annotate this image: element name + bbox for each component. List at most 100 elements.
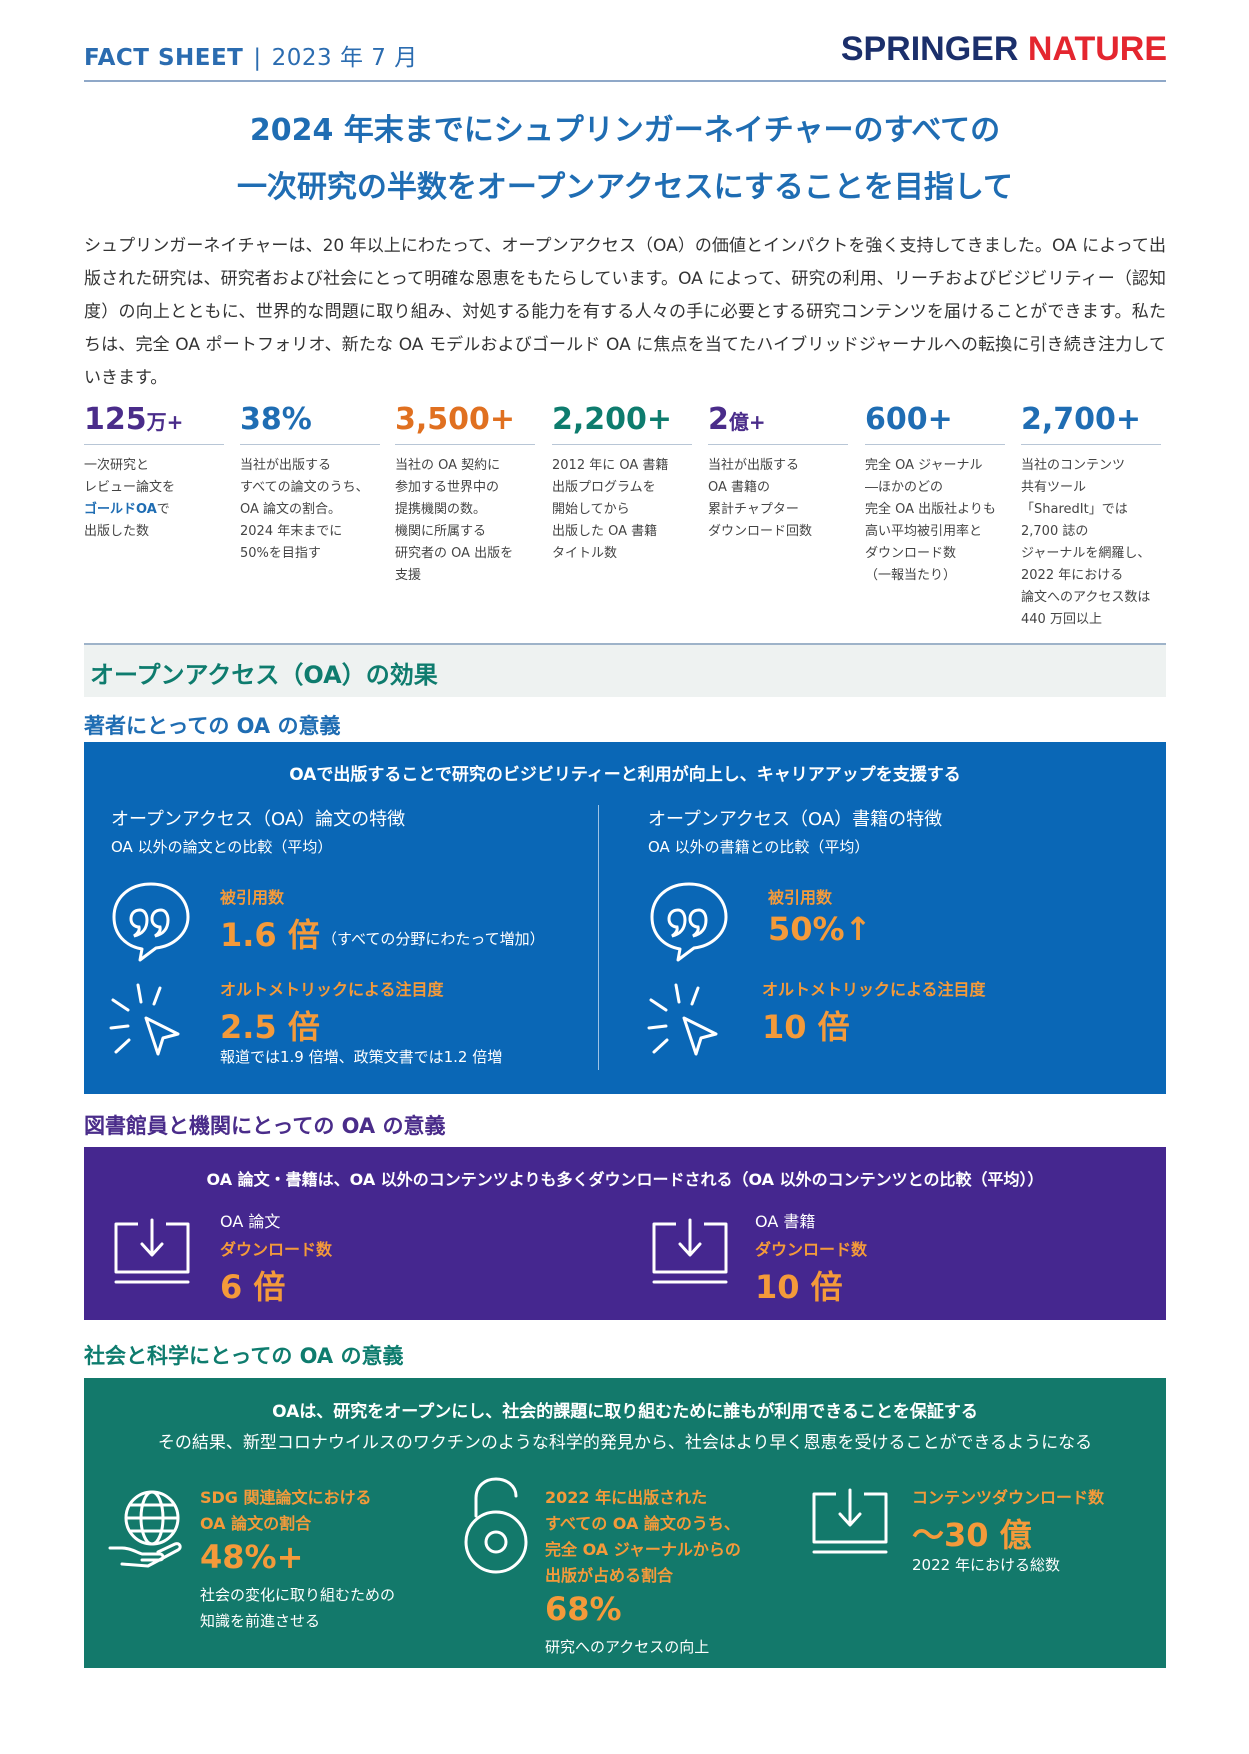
logo-nature-text: NATURE: [1027, 30, 1167, 68]
stat-rule: [395, 444, 535, 445]
authors-panel: [84, 742, 1166, 1094]
stat-description: 当社が出版する すべての論文のうち、 OA 論文の割合。 2024 年末までに …: [240, 455, 380, 565]
oa-articles-download-value: 6 倍: [220, 1268, 286, 1306]
oa-articles-download-title: OA 論文: [220, 1212, 281, 1231]
stat-column: 2,200+ 2012 年に OA 書籍 出版プログラムを 開始してから 出版した…: [552, 402, 692, 565]
stat-number-value: 600+: [865, 402, 953, 437]
library-panel: [84, 1147, 1166, 1320]
oa-books-altmetric-value: 10 倍: [762, 1008, 850, 1046]
gold-oa-label-line3: 完全 OA ジャーナルからの: [545, 1540, 741, 1559]
oa-books-title: オープンアクセス（OA）書籍の特徴: [648, 809, 943, 830]
stat-number-value: 2,700+: [1021, 402, 1142, 437]
sdg-note-line1: 社会の変化に取り組むための: [200, 1586, 396, 1604]
library-subhead: 図書館員と機関にとっての OA の意義: [84, 1114, 446, 1138]
stat-description-text: 2012 年に OA 書籍 出版プログラムを 開始してから 出版した OA 書籍…: [552, 458, 669, 561]
stat-number-value: 3,500+: [395, 402, 516, 437]
oa-articles-altmetric-value: 2.5 倍: [220, 1008, 320, 1046]
effect-section-title: オープンアクセス（OA）の効果: [90, 661, 438, 689]
stat-number-value: 125: [84, 402, 147, 437]
fact-sheet-label: FACT SHEET: [84, 45, 244, 71]
oa-books-citation-label: 被引用数: [768, 888, 833, 907]
authors-headline: OAで出版することで研究のビジビリティーと利用が向上し、キャリアアップを支援する: [289, 765, 961, 785]
oa-books-download-value: 10 倍: [755, 1268, 843, 1306]
oa-articles-citation-value: 1.6 倍: [220, 916, 320, 954]
logo-springer-text: SPRINGER: [840, 30, 1019, 68]
stat-column: 38% 当社が出版する すべての論文のうち、 OA 論文の割合。 2024 年末ま…: [240, 402, 380, 565]
oa-articles-altmetric-label: オルトメトリックによる注目度: [220, 980, 444, 999]
society-headline: OAは、研究をオープンにし、社会的課題に取り組むために誰もが利用できることを保証…: [272, 1402, 978, 1422]
stat-column: 2,700+ 当社のコンテンツ 共有ツール 「SharedIt」では 2,700 …: [1021, 402, 1161, 631]
stat-description-highlight: ゴールドOA: [84, 502, 157, 517]
stat-description: 2012 年に OA 書籍 出版プログラムを 開始してから 出版した OA 書籍…: [552, 455, 692, 565]
gold-oa-note: 研究へのアクセスの向上: [545, 1638, 710, 1656]
stat-rule: [84, 444, 224, 445]
stat-number-value: 2,200+: [552, 402, 673, 437]
stat-description-text: 当社が出版する OA 書籍の 累計チャプター ダウンロード回数: [708, 458, 813, 539]
stat-rule: [865, 444, 1005, 445]
oa-books-citation-value: 50%↑: [768, 910, 872, 948]
stat-number: 125万+: [84, 402, 224, 440]
attention-cursor-icon: [108, 980, 198, 1074]
stat-number: 600+: [865, 402, 1005, 440]
stat-description-text: 一次研究と レビュー論文を: [84, 458, 176, 495]
oa-books-altmetric-label: オルトメトリックによる注目度: [762, 980, 986, 999]
stat-rule: [1021, 444, 1161, 445]
society-panel: [84, 1378, 1166, 1668]
oa-articles-download-label: ダウンロード数: [220, 1240, 333, 1259]
stat-number: 3,500+: [395, 402, 535, 440]
oa-articles-citation-label: 被引用数: [220, 888, 285, 907]
gold-oa-label-line1: 2022 年に出版された: [545, 1488, 708, 1507]
effect-section-bar: [84, 645, 1166, 697]
oa-books-download-label: ダウンロード数: [755, 1240, 868, 1259]
authors-panel-divider: [598, 805, 599, 1070]
quote-bubble-icon: [110, 880, 192, 966]
stat-description-text: 当社の OA 契約に 参加する世界中の 提携機関の数。 機関に所属する 研究者の…: [395, 458, 514, 583]
gold-oa-label-line4: 出版が占める割合: [545, 1566, 674, 1585]
page-title-line1: 2024 年末までにシュプリンガーネイチャーのすべての: [249, 113, 1001, 148]
stat-description-text: で 出版した数: [84, 502, 170, 539]
sdg-label-line1: SDG 関連論文における: [200, 1488, 372, 1507]
stat-description: 当社の OA 契約に 参加する世界中の 提携機関の数。 機関に所属する 研究者の…: [395, 455, 535, 587]
intro-paragraph: シュプリンガーネイチャーは、20 年以上にわたって、オープンアクセス（OA）の価…: [84, 236, 1166, 388]
oa-books-download-title: OA 書籍: [755, 1212, 816, 1231]
stat-number-value: 38%: [240, 402, 312, 437]
stat-column: 3,500+ 当社の OA 契約に 参加する世界中の 提携機関の数。 機関に所属す…: [395, 402, 535, 587]
stat-description-text: 当社のコンテンツ 共有ツール 「SharedIt」では 2,700 誌の ジャー…: [1021, 458, 1151, 627]
header-date: 2023 年 7 月: [271, 45, 418, 71]
authors-subhead: 著者にとっての OA の意義: [84, 714, 341, 738]
stat-description-text: 完全 OA ジャーナル ―ほかのどの 完全 OA 出版社よりも 高い平均被引用率…: [865, 458, 996, 583]
oa-articles-citation-note: （すべての分野にわたって増加）: [322, 930, 545, 948]
open-padlock-icon: [462, 1476, 532, 1580]
download-monitor-icon: [110, 1218, 194, 1292]
oa-articles-subtitle: OA 以外の論文との比較（平均）: [111, 838, 333, 856]
downloads-total-note: 2022 年における総数: [912, 1556, 1060, 1574]
oa-articles-altmetric-note: 報道では1.9 倍増、政策文書では1.2 倍増: [220, 1048, 503, 1066]
oa-articles-title: オープンアクセス（OA）論文の特徴: [111, 809, 406, 830]
sdg-label-line2: OA 論文の割合: [200, 1514, 312, 1533]
library-headline: OA 論文・書籍は、OA 以外のコンテンツよりも多くダウンロードされる（OA 以…: [206, 1170, 1044, 1189]
fact-sheet-header: FACT SHEET | 2023 年 7 月: [84, 38, 418, 72]
page-title-line2: 一次研究の半数をオープンアクセスにすることを目指して: [236, 170, 1014, 205]
gold-oa-value: 68%: [545, 1590, 622, 1628]
oa-books-subtitle: OA 以外の書籍との比較（平均）: [648, 838, 870, 856]
header-separator: |: [253, 45, 262, 71]
downloads-total-label: コンテンツダウンロード数: [912, 1488, 1105, 1507]
globe-hand-icon: [108, 1488, 188, 1572]
stat-number-unit: 億+: [728, 410, 766, 434]
attention-cursor-icon: [646, 980, 736, 1074]
download-monitor-icon: [808, 1488, 892, 1562]
gold-oa-label-line2: すべての OA 論文のうち、: [545, 1514, 740, 1533]
stat-column: 2億+ 当社が出版する OA 書籍の 累計チャプター ダウンロード回数: [708, 402, 848, 543]
downloads-total-value: ～30 億: [912, 1516, 1032, 1554]
stat-description: 当社のコンテンツ 共有ツール 「SharedIt」では 2,700 誌の ジャー…: [1021, 455, 1161, 631]
stat-number: 2,200+: [552, 402, 692, 440]
stat-number-unit: 万+: [146, 410, 184, 434]
stat-number: 2億+: [708, 402, 848, 440]
stat-rule: [708, 444, 848, 445]
stat-column: 600+ 完全 OA ジャーナル ―ほかのどの 完全 OA 出版社よりも 高い平均…: [865, 402, 1005, 587]
stat-description: 当社が出版する OA 書籍の 累計チャプター ダウンロード回数: [708, 455, 848, 543]
stat-rule: [240, 444, 380, 445]
sdg-value: 48%+: [200, 1538, 304, 1576]
download-monitor-icon: [648, 1218, 732, 1292]
stat-number: 2,700+: [1021, 402, 1161, 440]
